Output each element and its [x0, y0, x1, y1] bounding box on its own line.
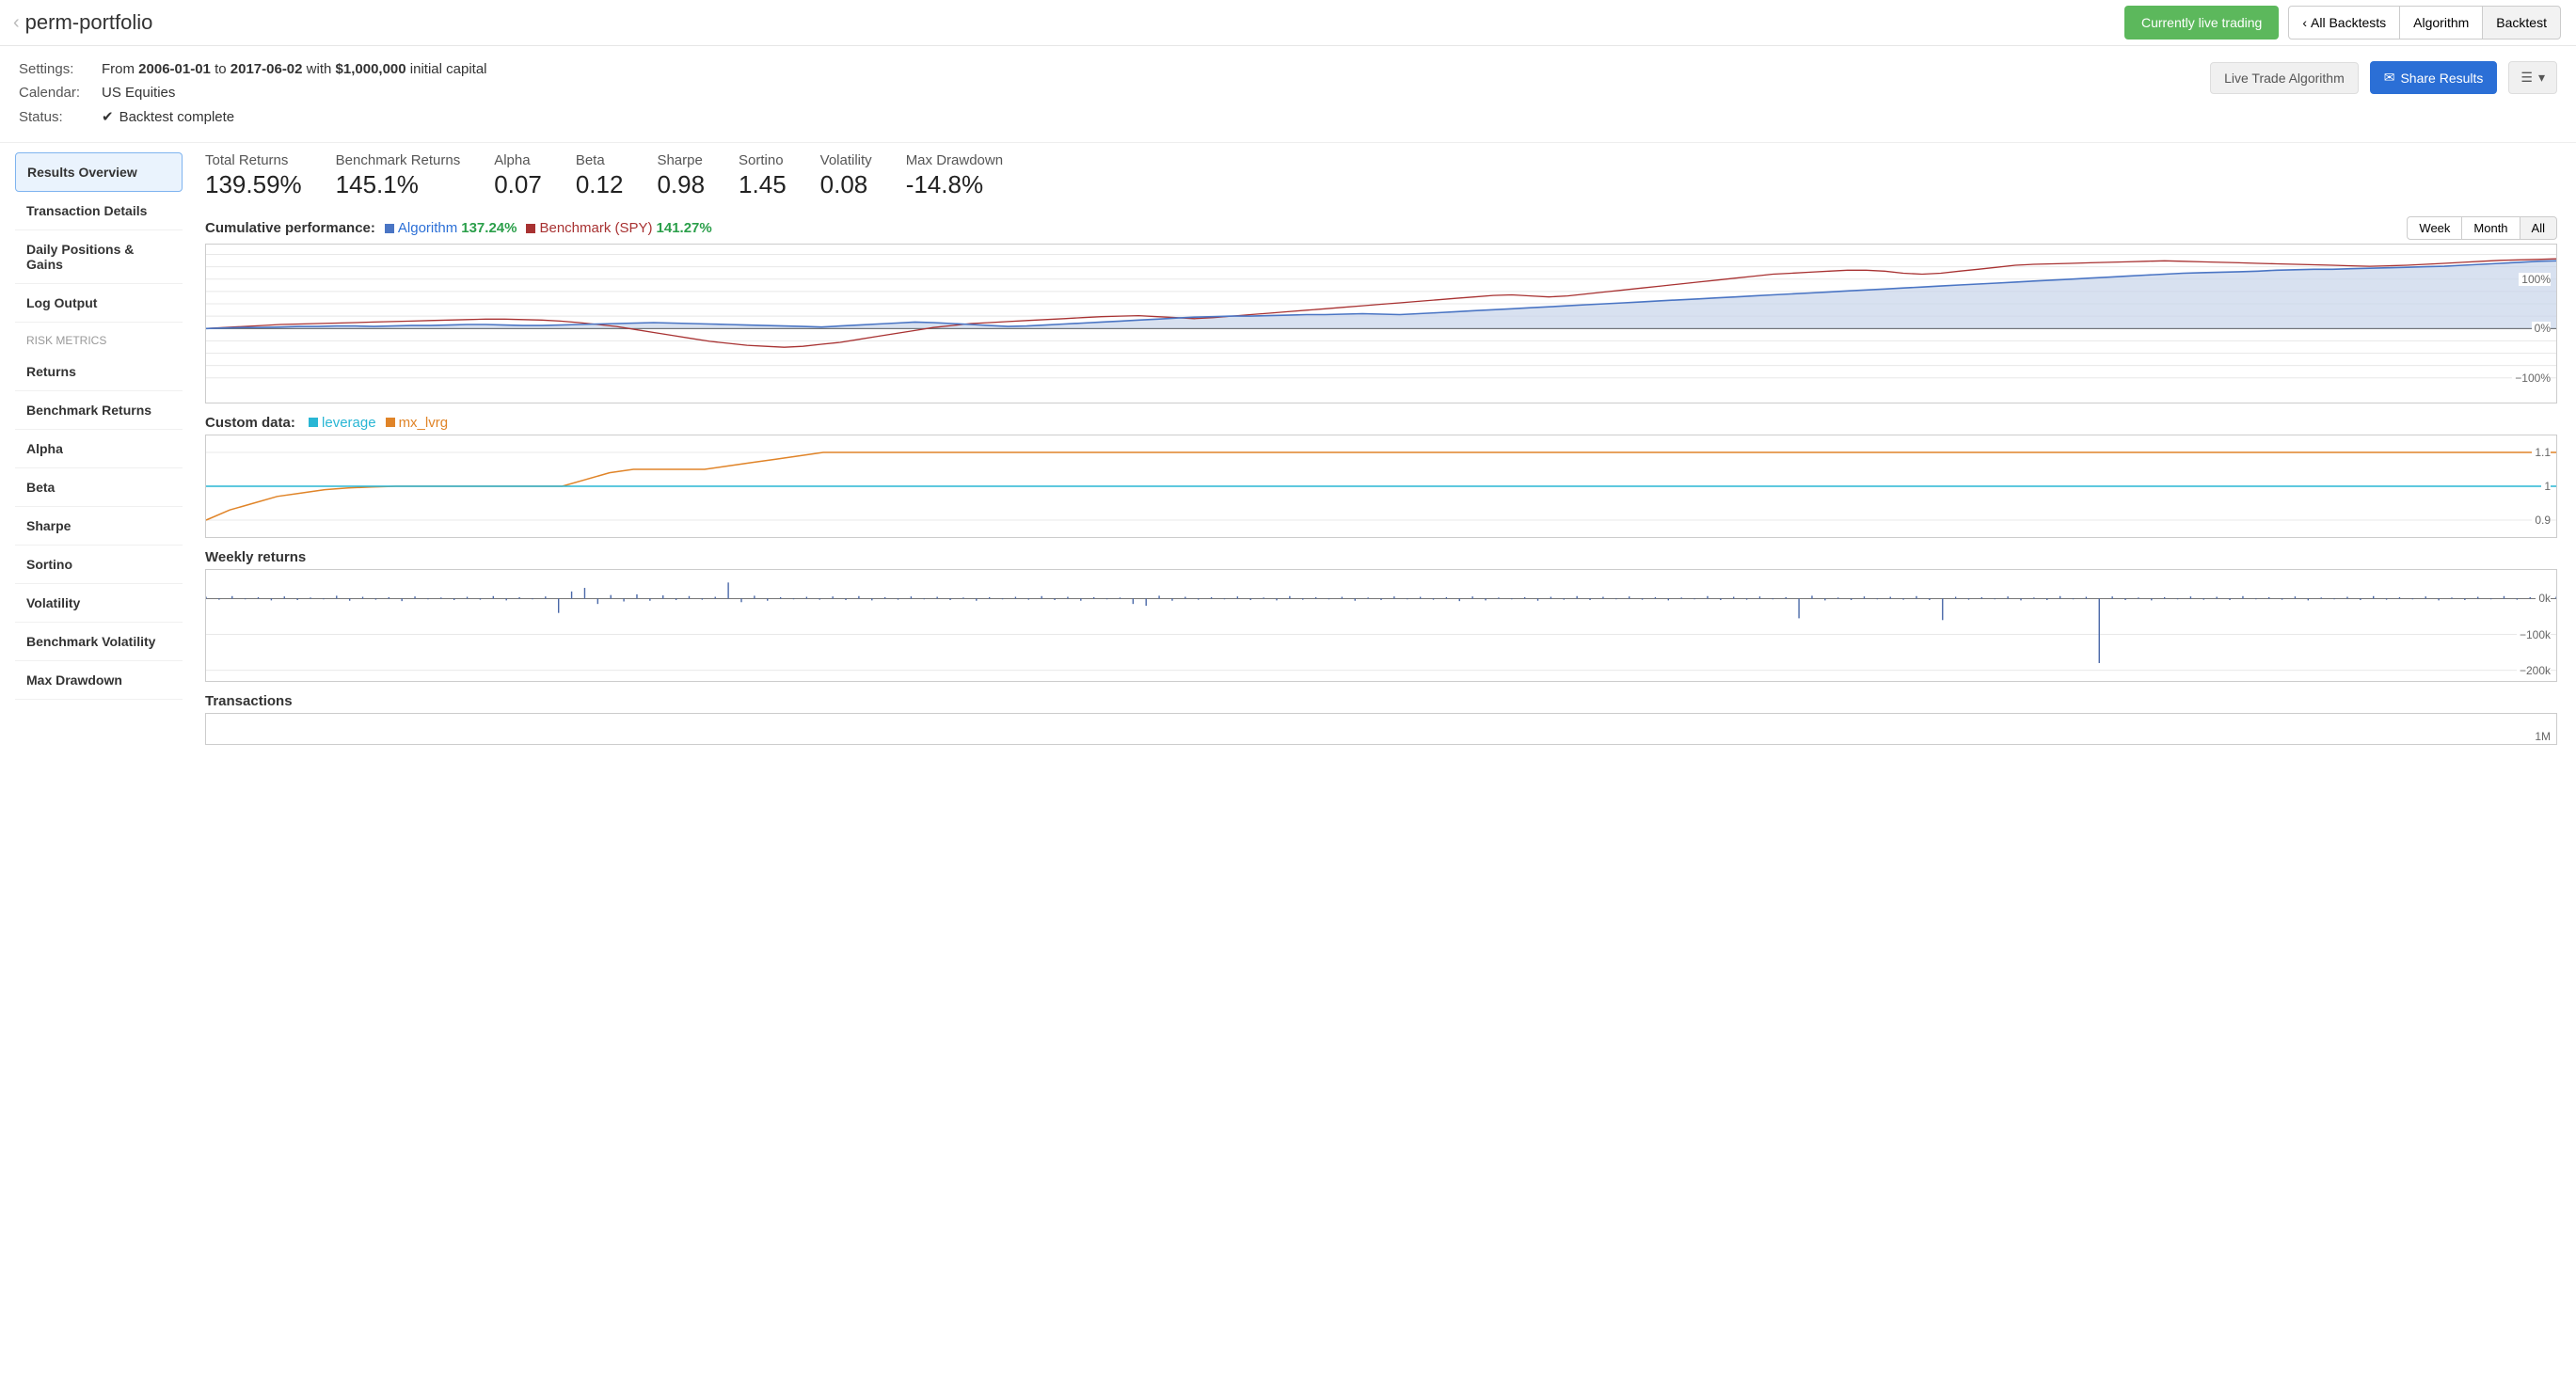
- check-icon: ✔: [102, 108, 114, 125]
- sidebar-item[interactable]: Log Output: [15, 284, 183, 323]
- live-trade-algorithm-button[interactable]: Live Trade Algorithm: [2210, 62, 2359, 94]
- metric-value: 145.1%: [336, 170, 461, 199]
- range-all-button[interactable]: All: [2520, 216, 2557, 240]
- metric: Total Returns 139.59%: [205, 152, 302, 199]
- metric-value: 0.07: [494, 170, 542, 199]
- axis-tick: −100k: [2517, 628, 2551, 641]
- view-tabs: ‹ All Backtests Algorithm Backtest: [2288, 6, 2561, 40]
- sidebar-risk-item[interactable]: Alpha: [15, 430, 183, 468]
- sidebar-item[interactable]: Results Overview: [15, 152, 183, 192]
- calendar-value: US Equities: [102, 85, 175, 101]
- legend-swatch: [309, 418, 318, 427]
- sidebar-risk-item[interactable]: Sharpe: [15, 507, 183, 546]
- axis-tick: −100%: [2512, 372, 2551, 385]
- list-icon: ☰: [2520, 70, 2533, 86]
- sidebar-risk-item[interactable]: Volatility: [15, 584, 183, 623]
- legend-swatch: [386, 418, 395, 427]
- axis-tick: 1.1: [2532, 446, 2551, 459]
- sidebar-risk-item[interactable]: Benchmark Volatility: [15, 623, 183, 661]
- share-results-label: Share Results: [2400, 71, 2483, 86]
- axis-tick: 0%: [2532, 322, 2551, 335]
- back-chevron-icon[interactable]: ‹: [8, 12, 25, 34]
- settings-value: From 2006-01-01 to 2017-06-02 with $1,00…: [102, 61, 487, 77]
- metric: Volatility 0.08: [820, 152, 872, 199]
- legend-label: mx_lvrg: [399, 415, 449, 431]
- live-trading-badge: Currently live trading: [2124, 6, 2279, 40]
- benchmark-legend-value: 141.27%: [657, 220, 712, 236]
- metric-label: Total Returns: [205, 152, 302, 168]
- metric: Beta 0.12: [576, 152, 624, 199]
- benchmark-legend-label: Benchmark (SPY): [539, 220, 652, 236]
- axis-tick: 0k: [2536, 592, 2551, 605]
- sidebar-risk-item[interactable]: Benchmark Returns: [15, 391, 183, 430]
- axis-tick: 0.9: [2532, 514, 2551, 527]
- view-options-button[interactable]: ☰ ▾: [2508, 61, 2557, 94]
- metric: Max Drawdown -14.8%: [906, 152, 1003, 199]
- caret-down-icon: ▾: [2538, 70, 2545, 86]
- custom-data-chart: 1.1 1 0.9: [205, 435, 2557, 538]
- weekly-returns-chart: 0k −100k −200k: [205, 569, 2557, 682]
- sidebar-item[interactable]: Transaction Details: [15, 192, 183, 230]
- metric-value: 0.08: [820, 170, 872, 199]
- sidebar-risk-item[interactable]: Sortino: [15, 546, 183, 584]
- settings-label: Settings:: [19, 61, 102, 77]
- metric-value: -14.8%: [906, 170, 1003, 199]
- sidebar-risk-item[interactable]: Max Drawdown: [15, 661, 183, 700]
- risk-metrics-header: RISK METRICS: [15, 323, 183, 353]
- status-value: ✔Backtest complete: [102, 108, 234, 125]
- legend-label: leverage: [322, 415, 376, 431]
- share-icon: ✉: [2384, 70, 2395, 86]
- metric-label: Alpha: [494, 152, 542, 168]
- metric: Sharpe 0.98: [657, 152, 705, 199]
- axis-tick: 100%: [2519, 273, 2551, 286]
- chevron-left-icon: ‹: [2302, 15, 2307, 30]
- sidebar-risk-item[interactable]: Returns: [15, 353, 183, 391]
- metrics-row: Total Returns 139.59% Benchmark Returns 145…: [205, 152, 2557, 199]
- metric-value: 0.12: [576, 170, 624, 199]
- custom-data-title: Custom data:: [205, 415, 295, 431]
- benchmark-legend-swatch: [526, 224, 535, 233]
- range-month-button[interactable]: Month: [2461, 216, 2520, 240]
- metric: Alpha 0.07: [494, 152, 542, 199]
- metric-value: 1.45: [739, 170, 787, 199]
- metric-label: Volatility: [820, 152, 872, 168]
- page-title: perm-portfolio: [25, 10, 153, 35]
- sidebar-item[interactable]: Daily Positions & Gains: [15, 230, 183, 284]
- transactions-chart: 1M: [205, 713, 2557, 745]
- algorithm-legend-label: Algorithm: [398, 220, 457, 236]
- metric-value: 139.59%: [205, 170, 302, 199]
- weekly-returns-title: Weekly returns: [205, 549, 2557, 565]
- metric-label: Beta: [576, 152, 624, 168]
- calendar-label: Calendar:: [19, 85, 102, 101]
- algorithm-tab[interactable]: Algorithm: [2399, 6, 2483, 40]
- axis-tick: 1: [2541, 480, 2551, 493]
- axis-tick: −200k: [2517, 664, 2551, 677]
- metric-label: Benchmark Returns: [336, 152, 461, 168]
- backtest-tab[interactable]: Backtest: [2482, 6, 2561, 40]
- metric-label: Max Drawdown: [906, 152, 1003, 168]
- range-week-button[interactable]: Week: [2407, 216, 2462, 240]
- share-results-button[interactable]: ✉ Share Results: [2370, 61, 2498, 94]
- transactions-title: Transactions: [205, 693, 2557, 709]
- algorithm-legend-value: 137.24%: [461, 220, 517, 236]
- metric-label: Sharpe: [657, 152, 705, 168]
- status-label: Status:: [19, 109, 102, 125]
- all-backtests-label: All Backtests: [2311, 15, 2386, 30]
- metric-value: 0.98: [657, 170, 705, 199]
- metric-label: Sortino: [739, 152, 787, 168]
- settings-block: Settings: From 2006-01-01 to 2017-06-02 …: [19, 61, 487, 133]
- axis-tick: 1M: [2532, 730, 2551, 743]
- algorithm-legend-swatch: [385, 224, 394, 233]
- cumulative-performance-chart: 100% 0% −100%: [205, 244, 2557, 403]
- sidebar-risk-item[interactable]: Beta: [15, 468, 183, 507]
- cum-perf-title: Cumulative performance:: [205, 220, 375, 236]
- metric: Sortino 1.45: [739, 152, 787, 199]
- metric: Benchmark Returns 145.1%: [336, 152, 461, 199]
- sidebar: Results OverviewTransaction DetailsDaily…: [0, 152, 183, 745]
- all-backtests-button[interactable]: ‹ All Backtests: [2288, 6, 2400, 40]
